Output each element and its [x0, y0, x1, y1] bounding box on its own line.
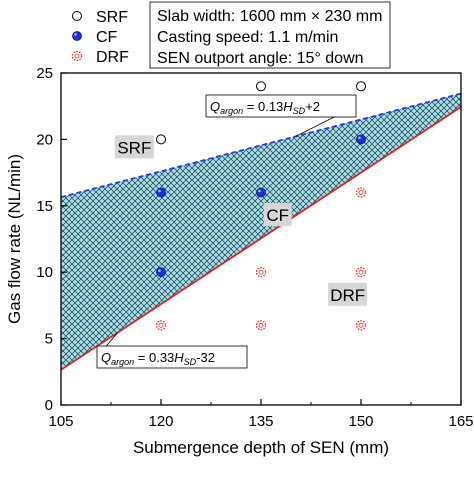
legend-label-cf: CF [96, 29, 118, 46]
cf-region-hatch [61, 93, 461, 370]
drf-point-inner [358, 190, 364, 195]
y-tick-label: 15 [36, 198, 53, 215]
x-tick-label: 120 [148, 413, 173, 430]
cf-point-highlight [158, 189, 161, 193]
condition-line: SEN outport angle: 15° down [157, 50, 364, 67]
x-tick-label: 105 [48, 413, 73, 430]
srf-point [156, 134, 166, 145]
legend-marker-cf-highlight [74, 33, 77, 36]
boundary-lines [61, 92, 461, 371]
region-label-drf: DRF [330, 286, 365, 305]
y-tick-label: 10 [36, 264, 53, 281]
upper-equation-text: Qargon = 0.13HSD+2 [210, 99, 320, 116]
drf-point [255, 267, 267, 278]
lower-equation-part: H [174, 350, 184, 365]
legend-label-drf: DRF [96, 49, 129, 66]
condition-line: Slab width: 1600 mm × 230 mm [157, 8, 382, 25]
lower-equation-part: = 0.33 [134, 350, 174, 365]
condition-line: Casting speed: 1.1 m/min [157, 29, 338, 46]
drf-point [355, 267, 367, 278]
conditions-box: Slab width: 1600 mm × 230 mm Casting spee… [149, 1, 391, 69]
srf-point [256, 81, 266, 92]
upper-equation-part: +2 [305, 99, 320, 114]
y-tick-label: 5 [45, 331, 53, 348]
y-tick-label: 0 [45, 397, 53, 414]
legend-marker-cf [72, 31, 82, 41]
lower-equation-part: Q [101, 350, 111, 365]
region-label-bg [263, 203, 292, 227]
legend-marker-srf [72, 11, 82, 21]
legend-marker-drf [71, 50, 83, 62]
drf-point [355, 320, 367, 331]
x-tick-label: 165 [448, 413, 473, 430]
y-tick-label: 25 [36, 65, 53, 82]
legend-label-srf: SRF [96, 9, 128, 26]
upper_boundary-line [61, 92, 461, 199]
cf-point-highlight [158, 269, 161, 272]
region-label-cf: CF [266, 206, 289, 225]
region-label-srf: SRF [117, 138, 151, 157]
region-layer [61, 93, 461, 370]
lower-equation: Qargon = 0.33HSD-32 [96, 332, 248, 369]
lower-equation-part: -32 [196, 350, 215, 365]
region-label-bg [328, 282, 368, 306]
axis-ticks: 105 120 135 150 165 0 5 10 15 20 25 [36, 65, 473, 430]
legend: SRF CF DRF [71, 9, 129, 66]
region-label-bg [114, 135, 154, 159]
cf-point [356, 134, 366, 145]
upper-equation-part: H [283, 99, 293, 114]
drf-point-inner [258, 322, 264, 328]
upper-equation-part: Q [210, 99, 220, 114]
cf-point [256, 187, 266, 198]
x-axis-label: Submergence depth of SEN (mm) [133, 438, 389, 457]
cf-point-highlight [258, 189, 261, 193]
y-axis-label: Gas flow rate (NL/min) [5, 154, 24, 324]
drf-point [255, 320, 267, 331]
upper-equation: Qargon = 0.13HSD+2 [205, 94, 357, 137]
cf-point [156, 187, 166, 198]
conditions-frame [149, 1, 391, 69]
drf-point [355, 187, 367, 198]
drf-point [155, 320, 167, 331]
lower-equation-part: argon [111, 357, 134, 367]
legend-marker-drf-inner [74, 53, 80, 59]
upper-equation-part: = 0.13 [243, 99, 283, 114]
drf-point-inner [258, 269, 264, 275]
y-tick-label: 20 [36, 131, 53, 148]
drf-point-inner [358, 269, 364, 275]
data-points [155, 81, 367, 331]
x-tick-label: 150 [348, 413, 373, 430]
cf-point [156, 267, 166, 278]
lower-equation-text: Qargon = 0.33HSD-32 [101, 350, 215, 367]
upper-equation-box [205, 94, 357, 118]
lower_boundary-line [61, 106, 461, 371]
lower-equation-part: SD [184, 357, 197, 367]
cf-point-highlight [358, 136, 361, 140]
upper-equation-part: argon [220, 106, 243, 116]
srf-point [356, 81, 366, 92]
upper-equation-part: SD [293, 106, 306, 116]
x-tick-label: 135 [248, 413, 273, 430]
lower-equation-box [96, 345, 248, 369]
drf-point-inner [358, 322, 364, 328]
drf-point-inner [158, 322, 164, 328]
